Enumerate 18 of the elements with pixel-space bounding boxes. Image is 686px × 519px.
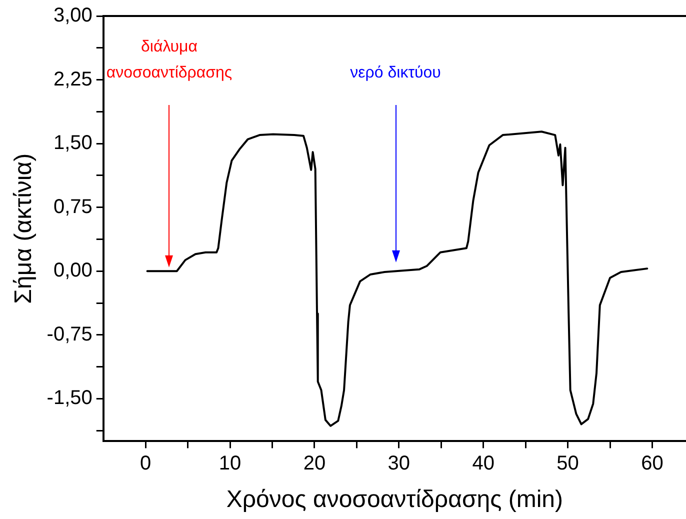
annotation: διάλυμα ανοσοαντίδρασης	[106, 38, 232, 82]
annotation: νερό δικτύου	[350, 64, 441, 82]
x-tick-label: 50	[556, 452, 579, 475]
x-tick-label: 0	[140, 452, 152, 475]
x-axis-title: Χρόνος ανοσοαντίδρασης (min)	[226, 486, 563, 514]
x-tick-label: 60	[641, 452, 664, 475]
y-tick-label: -0,75	[46, 323, 92, 346]
y-axis-title: Σήμα (ακτίνια)	[10, 153, 38, 304]
x-tick-label: 40	[472, 452, 494, 475]
y-tick-label: 2,25	[53, 68, 92, 90]
x-tick-label: 30	[388, 452, 410, 475]
x-tick-label: 20	[303, 452, 326, 475]
x-tick-label: 10	[218, 452, 242, 475]
y-tick-label: 3,00	[53, 4, 92, 27]
y-tick-label: -1,50	[46, 387, 92, 410]
y-tick-label: 0,00	[53, 260, 92, 282]
y-tick-label: 1,50	[53, 132, 92, 154]
y-tick-label: 0,75	[53, 196, 92, 218]
